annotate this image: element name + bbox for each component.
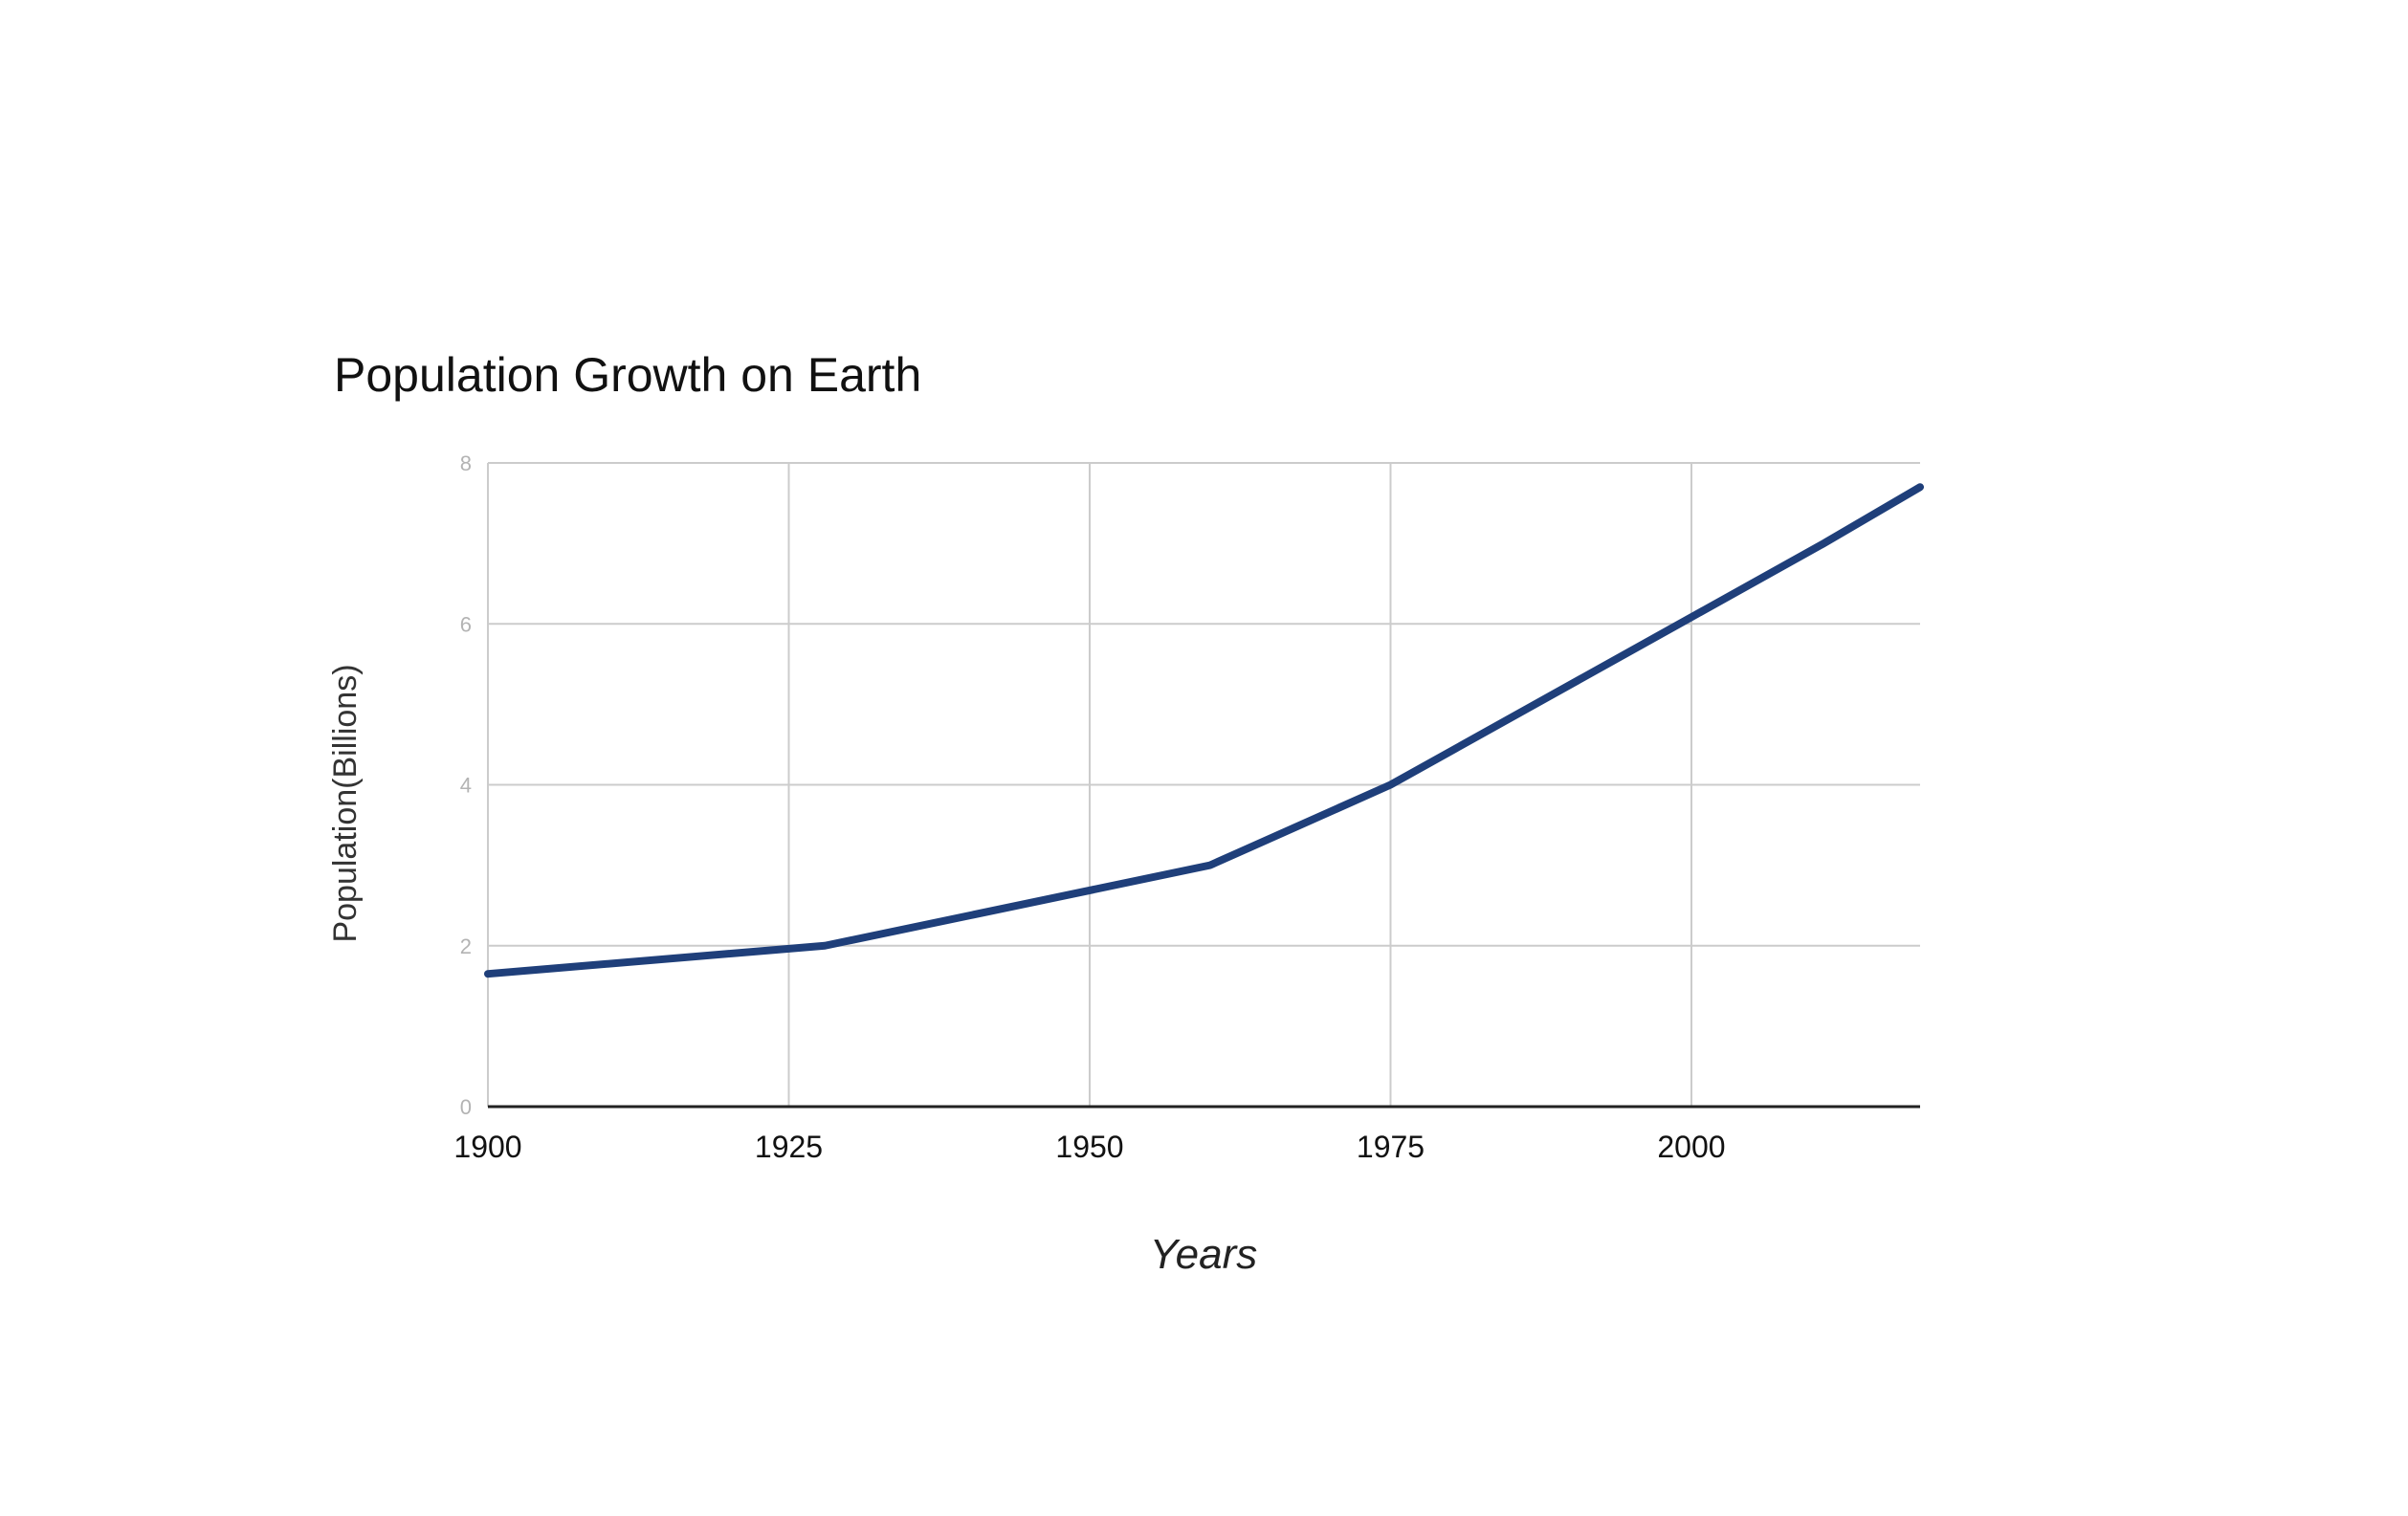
y-tick-label-2: 2 bbox=[460, 934, 472, 958]
y-tick-label-8: 8 bbox=[460, 451, 472, 475]
chart-title: Population Growth on Earth bbox=[334, 348, 921, 402]
y-tick-label-4: 4 bbox=[460, 774, 472, 798]
x-tick-label-1900: 1900 bbox=[453, 1130, 521, 1164]
y-axis-title: Population(Billions) bbox=[327, 664, 364, 942]
series-layer bbox=[484, 483, 1924, 978]
x-tick-label-1925: 1925 bbox=[755, 1130, 823, 1164]
series-line-0 bbox=[484, 483, 1924, 978]
grid-layer bbox=[487, 462, 1920, 1107]
label-layer: 0 2 4 6 8 1900 1925 1950 1975 2000 bbox=[453, 451, 1725, 1164]
x-tick-label-2000: 2000 bbox=[1657, 1130, 1725, 1164]
y-tick-label-6: 6 bbox=[460, 612, 472, 636]
x-axis-title: Years bbox=[1150, 1231, 1258, 1278]
y-tick-label-0: 0 bbox=[460, 1095, 472, 1119]
x-tick-label-1975: 1975 bbox=[1357, 1130, 1425, 1164]
x-tick-label-1950: 1950 bbox=[1055, 1130, 1123, 1164]
